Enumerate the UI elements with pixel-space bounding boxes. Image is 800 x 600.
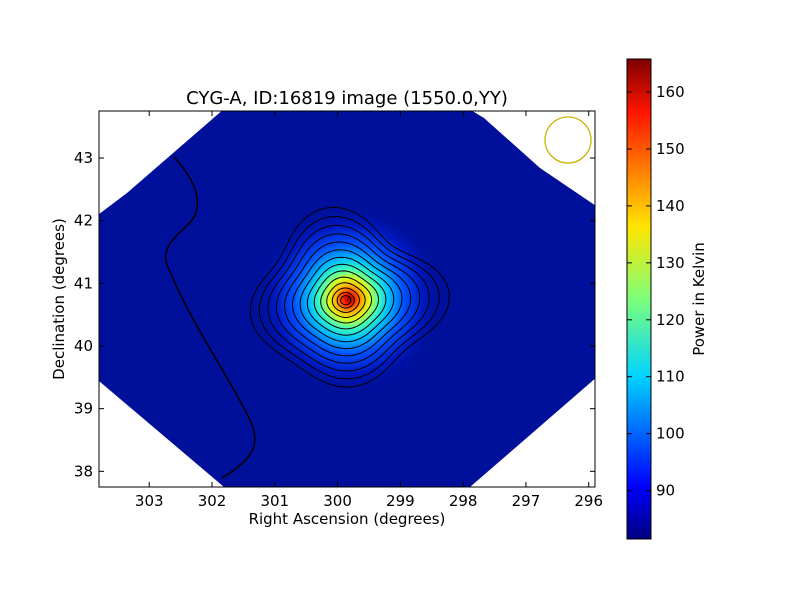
x-tick-label: 301 [260,492,289,510]
source-emission [254,204,444,394]
contour-line [249,206,450,388]
x-tick-label: 297 [512,492,541,510]
y-tick-label: 42 [74,212,93,230]
y-tick-label: 38 [74,462,93,480]
x-tick-label: 299 [386,492,415,510]
contour-line [291,249,403,350]
contour-line [331,287,360,313]
contour-line [258,215,440,380]
contour-line [267,224,430,372]
contour-lines [249,206,450,388]
colorbar-tick-label: 140 [656,197,685,215]
y-axis-label: Declination (degrees) [50,218,68,380]
contour-line [313,270,380,330]
contour-line [299,256,395,343]
colorbar-tick-label: 100 [656,425,685,443]
x-axis-label: Right Ascension (degrees) [249,510,446,528]
contour-line [306,263,387,336]
contour-line-background [164,156,256,479]
contour-line [326,282,366,319]
chart-title: CYG-A, ID:16819 image (1550.0,YY) [186,88,508,109]
colorbar-tick-label: 120 [656,311,685,329]
colorbar-label: Power in Kelvin [690,242,708,356]
y-tick-label: 43 [74,149,93,167]
plot-frame [98,110,596,488]
contour-line [340,295,352,306]
y-tick-label: 40 [74,337,93,355]
colorbar [626,58,652,540]
colorbar-tick-label: 150 [656,140,685,158]
y-axis-ticks: 38 39 40 41 42 43 [74,149,595,480]
x-tick-label: 300 [323,492,352,510]
contour-line [336,292,355,309]
beam-marker [544,116,592,164]
x-tick-label: 298 [449,492,478,510]
y-tick-label: 41 [74,274,93,292]
colorbar-tick-label: 160 [656,83,685,101]
x-tick-label: 296 [574,492,603,510]
contour-line [320,276,373,324]
colorbar-ticks: 90 100 110 120 130 140 150 160 [627,83,685,500]
heatmap-layer [99,111,595,487]
contour-line [283,241,412,357]
x-axis-ticks: 303 302 301 300 299 298 297 296 [135,111,603,510]
y-tick-label: 39 [74,400,93,418]
colorbar-tick-label: 90 [656,482,675,500]
x-tick-label: 302 [198,492,227,510]
colorbar-tick-label: 130 [656,254,685,272]
contour-line [275,233,421,364]
colorbar-tick-label: 110 [656,368,685,386]
x-tick-label: 303 [135,492,164,510]
